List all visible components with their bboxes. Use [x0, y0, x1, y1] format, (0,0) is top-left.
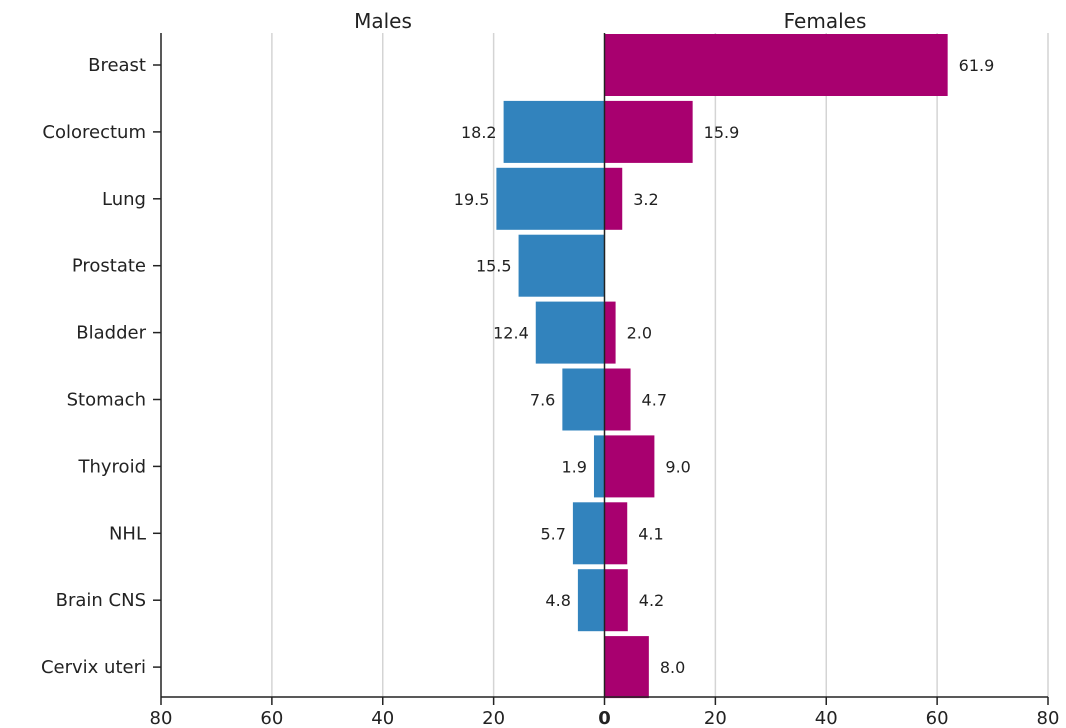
female-value-label-7: 4.1 [638, 524, 663, 543]
female-value-label-2: 3.2 [633, 190, 658, 209]
male-bar-8 [577, 569, 605, 632]
female-bar-5 [604, 368, 631, 431]
female-bar-2 [604, 167, 623, 230]
category-label-9: Cervix uteri [41, 657, 146, 678]
gridlines [271, 33, 1049, 697]
category-label-5: Stomach [67, 390, 146, 411]
axes [153, 33, 1049, 705]
female-bar-6 [604, 435, 655, 498]
male-bar-3 [518, 234, 605, 297]
x-tick-label-6: 40 [815, 708, 838, 728]
x-tick-label-8: 80 [1037, 708, 1060, 728]
category-label-8: Brain CNS [56, 590, 146, 611]
x-tick-label-0: 80 [150, 708, 173, 728]
female-value-label-9: 8.0 [660, 658, 685, 677]
male-value-label-7: 5.7 [540, 524, 565, 543]
category-label-4: Bladder [76, 323, 146, 344]
male-bar-2 [496, 167, 605, 230]
male-bar-4 [535, 301, 605, 364]
males-side-title: Males [354, 9, 412, 33]
male-value-label-6: 1.9 [562, 457, 587, 476]
female-value-label-5: 4.7 [642, 391, 667, 410]
female-value-label-8: 4.2 [639, 591, 664, 610]
x-tick-label-2: 40 [371, 708, 394, 728]
bars [496, 34, 948, 699]
female-bar-7 [604, 502, 628, 565]
male-value-label-4: 12.4 [493, 324, 529, 343]
female-bar-9 [604, 636, 649, 699]
male-value-label-2: 19.5 [454, 190, 490, 209]
female-bar-4 [604, 301, 616, 364]
x-tick-label-3: 20 [482, 708, 505, 728]
category-label-0: Breast [88, 55, 146, 76]
x-tick-label-5: 20 [704, 708, 727, 728]
female-bar-8 [604, 569, 628, 632]
category-label-6: Thyroid [78, 456, 147, 477]
male-value-label-5: 7.6 [530, 391, 555, 410]
female-value-label-4: 2.0 [627, 324, 652, 343]
male-bar-6 [593, 435, 605, 498]
females-side-title: Females [784, 9, 867, 33]
labels: 61.9 Breast 18.2 15.9 Colorectum 19.5 3.2 Lung 1… [41, 55, 1059, 728]
female-bar-0 [604, 34, 948, 96]
category-label-2: Lung [102, 189, 146, 210]
female-value-label-1: 15.9 [704, 123, 740, 142]
male-bar-1 [503, 100, 605, 163]
x-tick-label-1: 60 [260, 708, 283, 728]
male-value-label-1: 18.2 [461, 123, 497, 142]
category-label-3: Prostate [72, 256, 146, 277]
male-bar-5 [562, 368, 605, 431]
male-value-label-3: 15.5 [476, 257, 512, 276]
male-bar-7 [572, 502, 605, 565]
x-tick-label-4: 0 [598, 708, 611, 728]
female-value-label-6: 9.0 [665, 457, 690, 476]
female-value-label-0: 61.9 [959, 56, 995, 75]
x-tick-label-7: 60 [926, 708, 949, 728]
category-label-1: Colorectum [42, 122, 146, 143]
category-label-7: NHL [109, 523, 146, 544]
male-value-label-8: 4.8 [545, 591, 570, 610]
female-bar-1 [604, 100, 693, 163]
